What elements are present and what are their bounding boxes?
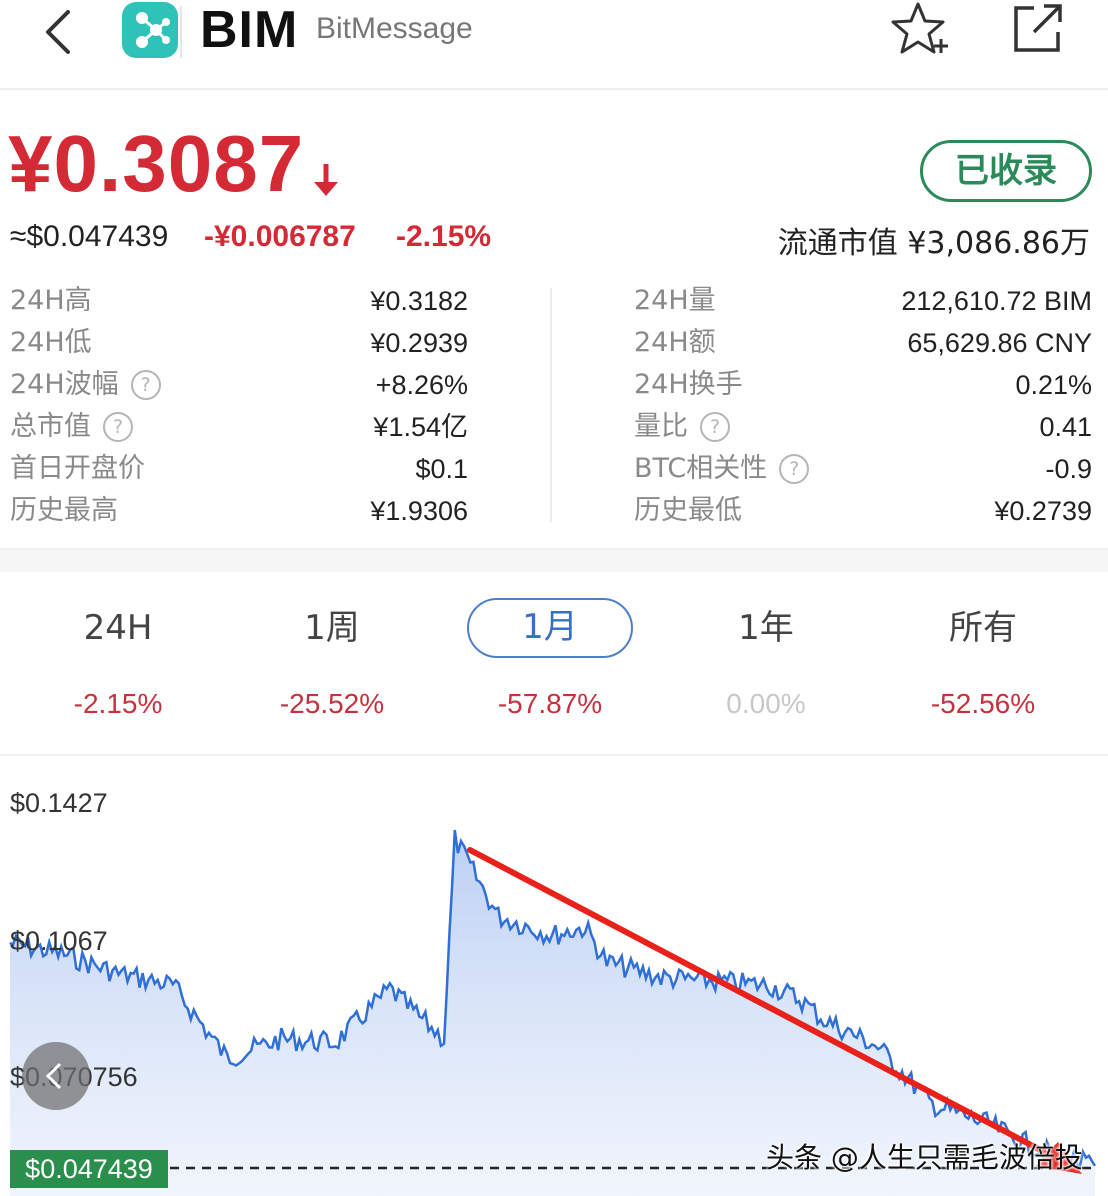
stat-label: 24H低 <box>10 322 92 364</box>
trend-arrow-line <box>467 847 1053 1158</box>
stat-value: 65,629.86 CNY <box>907 328 1092 358</box>
stat-label: 24H量 <box>634 280 716 322</box>
tab-period[interactable]: 24H <box>83 608 153 648</box>
stat-row: 历史最高 ¥1.9306 <box>10 490 468 532</box>
stat-label-text: 24H额 <box>634 327 716 358</box>
stat-label-text: BTC相关性 <box>634 453 768 484</box>
watermark-credit: 头条 @人生只需毛波倍投 <box>766 1141 1083 1174</box>
stat-label: 24H高 <box>10 280 92 322</box>
favorite-button[interactable] <box>888 0 952 60</box>
stat-label: 历史最高 <box>10 490 118 532</box>
stat-label: 历史最低 <box>634 490 742 532</box>
period-change: -25.52% <box>279 688 385 719</box>
listed-badge[interactable]: 已收录 <box>920 140 1092 202</box>
bitmessage-logo-icon <box>136 12 170 48</box>
coin-name: BitMessage <box>316 12 473 45</box>
stat-label-text: 24H量 <box>634 285 716 316</box>
stat-value: ¥0.2739 <box>994 496 1092 526</box>
back-button[interactable] <box>36 6 86 56</box>
section-separator <box>0 548 1108 572</box>
current-price-tag: $0.047439 <box>10 1150 168 1188</box>
period-change: -52.56% <box>930 688 1036 719</box>
circulating-market-cap: 流通市值 ¥3,086.86万 <box>777 226 1090 261</box>
tabs-divider <box>0 754 1108 756</box>
stats-left-column: 24H高 ¥0.3182 24H低 ¥0.2939 24H波幅? +8.26% 总市值? ¥1… <box>10 280 468 532</box>
star-plus-icon <box>891 2 948 54</box>
period-change: 0.00% <box>726 688 806 719</box>
stat-value: 212,610.72 BIM <box>901 286 1092 316</box>
stat-row: 总市值? ¥1.54亿 <box>10 406 468 448</box>
coin-logo <box>122 2 178 58</box>
stat-label: BTC相关性? <box>634 448 810 490</box>
period-change: -2.15% <box>73 688 163 719</box>
stat-label-text: 24H换手 <box>634 369 743 400</box>
tab-period[interactable]: 所有 <box>949 608 1017 648</box>
help-icon[interactable]: ? <box>700 412 730 442</box>
stat-label-text: 量比 <box>634 411 688 442</box>
chart-nav-button[interactable] <box>22 1042 90 1110</box>
stat-label-text: 历史最高 <box>10 495 118 526</box>
chart-area-fill <box>10 830 1095 1196</box>
period-change: -57.87% <box>497 688 603 719</box>
stat-value: -0.9 <box>1045 454 1092 484</box>
stat-row: 24H波幅? +8.26% <box>10 364 468 406</box>
stat-row: 24H换手 0.21% <box>634 364 1092 406</box>
stat-row: 24H量 212,610.72 BIM <box>634 280 1092 322</box>
help-icon[interactable]: ? <box>130 370 161 400</box>
stat-value: +8.26% <box>375 370 468 400</box>
chart-series-line <box>9 829 1097 1173</box>
stat-row: 24H低 ¥0.2939 <box>10 322 468 364</box>
tab-period[interactable]: 1月 <box>467 598 633 658</box>
stat-label-text: 24H高 <box>10 285 92 316</box>
stat-label: 量比? <box>634 406 730 448</box>
chevron-left-icon <box>45 1062 62 1090</box>
chevron-left-icon <box>46 10 70 54</box>
stat-label-text: 总市值 <box>10 411 91 442</box>
y-axis-label-top: $0.1427 <box>10 788 108 818</box>
share-button[interactable] <box>1010 2 1066 56</box>
help-icon[interactable]: ? <box>779 454 810 484</box>
stat-label-text: 24H波幅 <box>10 369 119 400</box>
stat-value: ¥1.54亿 <box>373 412 468 442</box>
tab-period[interactable]: 1周 <box>304 608 360 648</box>
price-chart[interactable] <box>0 760 1108 1196</box>
stat-row: 24H高 ¥0.3182 <box>10 280 468 322</box>
arrow-down-icon <box>308 160 344 200</box>
stat-row: 24H额 65,629.86 CNY <box>634 322 1092 364</box>
stat-row: BTC相关性? -0.9 <box>634 448 1092 490</box>
help-icon[interactable]: ? <box>103 412 133 442</box>
stat-row: 首日开盘价 $0.1 <box>10 448 468 490</box>
tab-period[interactable]: 1年 <box>738 608 794 648</box>
trend-arrow-head <box>1036 1142 1082 1174</box>
usd-price: ≈$0.047439 <box>10 220 169 253</box>
stats-right-column: 24H量 212,610.72 BIM 24H额 65,629.86 CNY 24H换手… <box>634 280 1092 532</box>
stat-label: 24H换手 <box>634 364 743 406</box>
share-icon <box>1014 4 1062 52</box>
stat-row: 历史最低 ¥0.2739 <box>634 490 1092 532</box>
stat-label: 总市值? <box>10 406 133 448</box>
stats-divider <box>550 288 552 522</box>
stat-label-text: 历史最低 <box>634 495 742 526</box>
stat-value: ¥0.2939 <box>370 328 468 358</box>
stat-value: 0.21% <box>1015 370 1092 400</box>
top-bar: BIM BitMessage <box>0 0 1108 90</box>
stat-label: 24H额 <box>634 322 716 364</box>
price-change-percent: -2.15% <box>396 220 492 253</box>
stat-value: ¥0.3182 <box>370 286 468 316</box>
stat-value: $0.1 <box>415 454 468 484</box>
stat-label: 首日开盘价 <box>10 448 145 490</box>
coin-symbol: BIM <box>200 1 299 59</box>
stat-label-text: 首日开盘价 <box>10 453 145 484</box>
price-change: -¥0.006787 <box>204 220 356 253</box>
stat-label-text: 24H低 <box>10 327 92 358</box>
stat-value: 0.41 <box>1039 412 1092 442</box>
stat-label: 24H波幅? <box>10 364 161 406</box>
stat-row: 量比? 0.41 <box>634 406 1092 448</box>
y-axis-label-mid: $0.1067 <box>10 926 108 956</box>
stat-value: ¥1.9306 <box>370 496 468 526</box>
logo-divider <box>180 6 182 58</box>
current-price: ¥0.3087 <box>8 119 305 208</box>
